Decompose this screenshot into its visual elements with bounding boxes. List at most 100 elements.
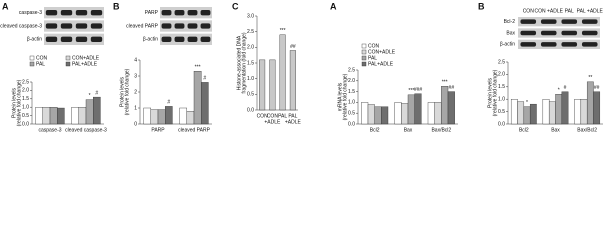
significance-mark: ** [588, 75, 592, 81]
bar [179, 107, 188, 125]
panel-label: B [478, 1, 485, 11]
panel-label: A [2, 1, 9, 11]
bar [374, 106, 382, 125]
y-tick-label: 1.0 [348, 100, 355, 106]
legend-swatch [361, 55, 367, 61]
y-tick-label: 1.5 [247, 60, 254, 66]
x-tick-label: PAL [288, 113, 297, 119]
legend-label: PAL [368, 55, 377, 61]
blot-band [200, 36, 211, 42]
blot-band [561, 42, 578, 47]
blot-band [45, 10, 58, 16]
blot-band [520, 30, 537, 36]
blot-band [187, 10, 198, 16]
blot-strip [160, 7, 212, 19]
bar [381, 106, 389, 125]
blot-band [60, 10, 73, 16]
blot-band [174, 23, 185, 29]
blot-band [520, 42, 537, 47]
y-tick-label: 2.0 [247, 45, 254, 51]
bar [593, 91, 601, 125]
y-tick-label: 0.0 [247, 107, 254, 113]
blot-strip [44, 20, 104, 32]
blot-strip [518, 17, 600, 27]
y-axis-label: (relative fold change) [492, 69, 498, 116]
y-tick-label: 2 [134, 89, 137, 95]
blot-band [90, 10, 103, 16]
blot-label: β-actin [143, 37, 158, 43]
blot-label: β-actin [27, 37, 42, 43]
x-tick-label: PARP [151, 127, 165, 133]
significance-mark: # [203, 76, 206, 82]
blot-band [161, 10, 172, 16]
y-axis-label: Protein levels [119, 76, 125, 107]
significance-mark: * [526, 100, 528, 106]
y-tick-label: 2.5 [247, 29, 254, 35]
y-tick-label: 1.0 [22, 105, 29, 111]
y-tick-label: 0.0 [22, 121, 29, 127]
y-axis-label: Protein levels [11, 87, 17, 118]
y-axis-label: (relative fold change) [342, 73, 348, 120]
x-tick-label: Bax/Bcl2 [431, 127, 451, 133]
bar [407, 94, 415, 125]
legend-label: CON+ADLE [368, 49, 396, 55]
x-tick-label: Bax [551, 127, 560, 133]
legend-swatch [361, 43, 367, 49]
y-tick-label: 1.5 [348, 89, 355, 95]
blot-band [161, 23, 172, 29]
y-tick-label: 0.0 [498, 121, 505, 127]
bar [200, 82, 209, 125]
bar [427, 102, 435, 125]
y-tick-label: 4 [134, 57, 137, 63]
bar [289, 50, 296, 111]
legend-label: CON [368, 43, 380, 49]
blot-band [90, 36, 103, 42]
y-tick-label: 2.5 [22, 79, 29, 85]
y-tick-label: 2.0 [22, 88, 29, 94]
y-axis-label: (relative fold change) [16, 79, 22, 126]
bar [259, 59, 266, 111]
legend-swatch [65, 55, 71, 61]
blot-band [45, 23, 58, 29]
y-tick-label: 0.5 [22, 113, 29, 119]
bar [71, 106, 79, 125]
blot-band [90, 23, 103, 29]
legend-label: PAL+ADLE [368, 61, 394, 67]
x-tick-label: Bax/Bcl2 [577, 127, 597, 133]
blot-header: PAL [565, 8, 574, 14]
x-tick-label: caspase-3 [38, 127, 61, 133]
legend-label: CON+ADLE [72, 55, 100, 61]
bar [447, 91, 455, 125]
significance-mark: * [558, 88, 560, 94]
legend-swatch [361, 61, 367, 67]
bar [548, 101, 556, 125]
significance-mark: ## [290, 44, 296, 50]
blot-header: CON +ADLE [535, 8, 564, 14]
significance-mark: *** [280, 28, 286, 34]
bar [529, 103, 537, 125]
bar [367, 104, 375, 125]
blot-band [581, 30, 598, 36]
panel-label: A [330, 1, 337, 11]
significance-mark: ### [414, 87, 423, 93]
blot-band [581, 19, 598, 24]
legend-swatch [361, 49, 367, 55]
blot-band [161, 36, 172, 42]
blot-band [581, 42, 598, 47]
legend-swatch [65, 61, 71, 67]
blot-band [520, 19, 537, 24]
blot-header: CON [523, 8, 535, 14]
blot-strip [518, 28, 600, 38]
bar [57, 107, 65, 125]
y-tick-label: 1.5 [498, 84, 505, 90]
legend-label: PAL+ADLE [72, 61, 98, 67]
y-tick-label: 1.0 [498, 97, 505, 103]
x-tick-label: CON [257, 113, 269, 119]
y-tick-label: 1 [134, 105, 137, 111]
y-tick-label: 0.5 [498, 109, 505, 115]
x-tick-label: CON [267, 113, 279, 119]
blot-strip [160, 20, 212, 32]
blot-label: cleaved PARP [126, 23, 159, 29]
blot-band [187, 36, 198, 42]
